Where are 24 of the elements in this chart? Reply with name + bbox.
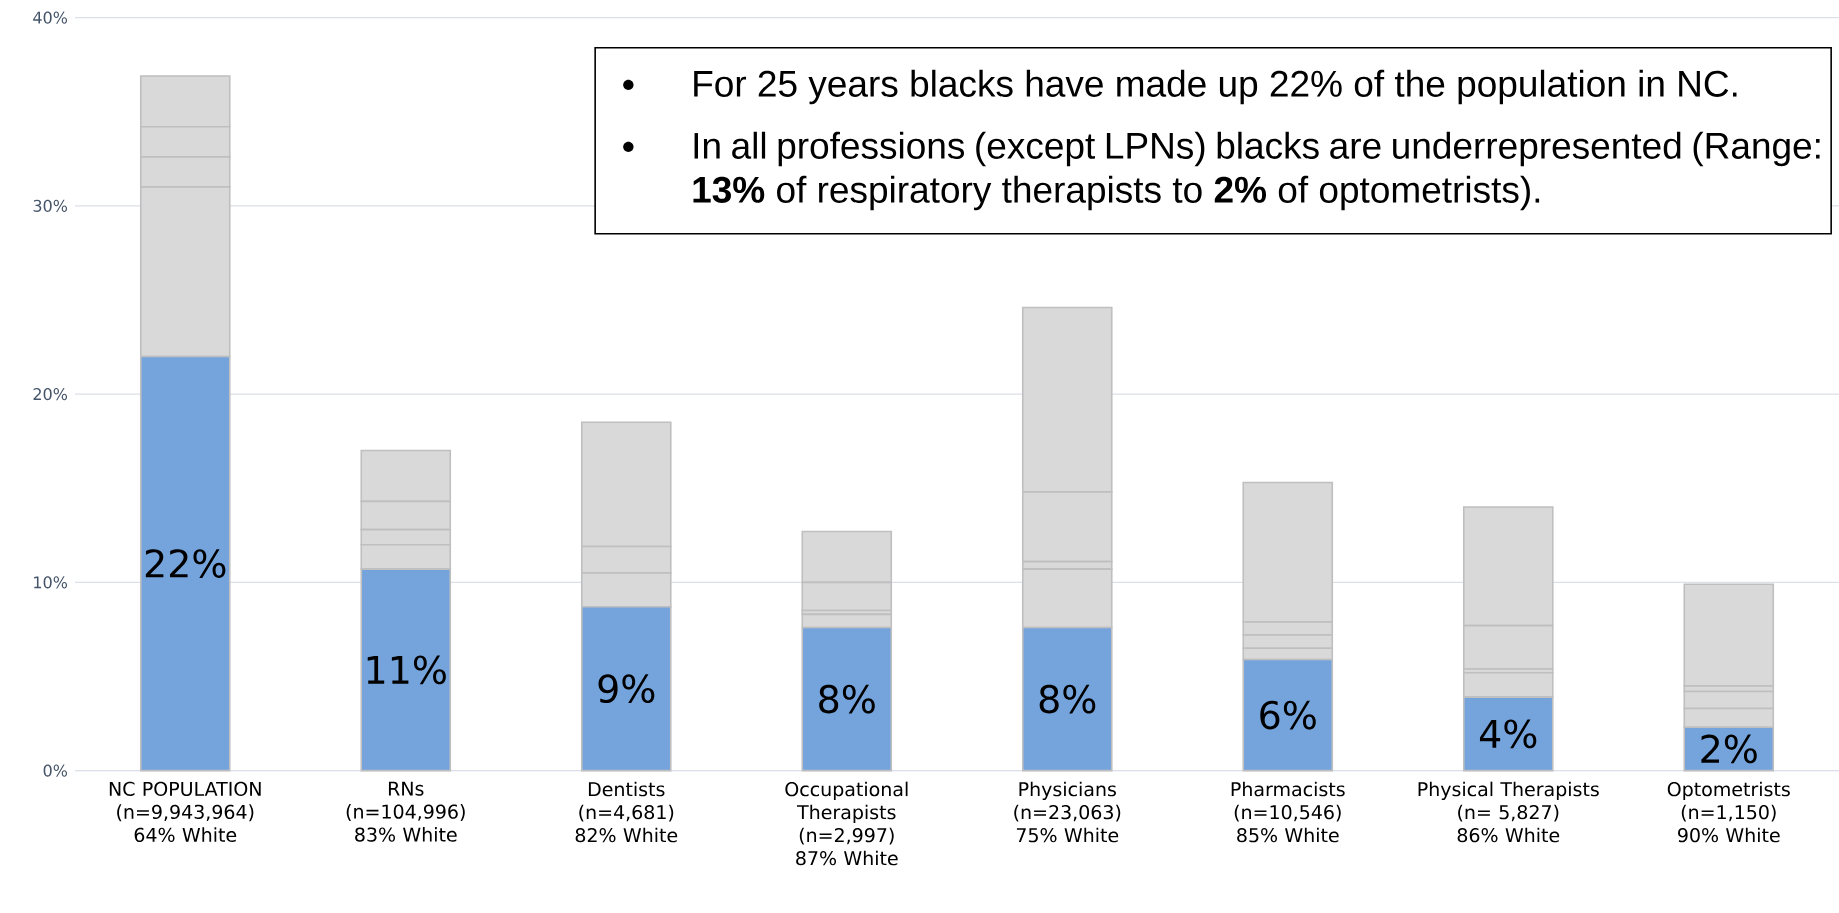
data-label: 9% (598, 674, 655, 704)
annotation: For 25 years blacks have made up 22% of the population in NC. (694, 69, 1737, 105)
data-label: 22% (145, 549, 226, 578)
y-tick-label: 20% (33, 388, 68, 401)
x-tick-label: Optometrists (n=1,150) 90% White (1667, 781, 1790, 843)
data-label: 2% (1701, 734, 1757, 764)
y-tick-label: 30% (33, 199, 68, 212)
x-tick-label: Pharmacists (n=10,546) 85% White (1231, 781, 1345, 843)
data-label: 11% (367, 655, 446, 685)
data-label: 8% (819, 684, 875, 714)
x-tick-label: RNs (n=104,996) 83% White (346, 781, 465, 842)
y-tick-label: 40% (33, 11, 68, 24)
bar (1683, 583, 1775, 687)
x-tick-label: Physicians (n=23,063) 75% White (1014, 781, 1121, 843)
x-tick-label: NC POPULATION (n=9,943,964) 64% White (109, 781, 261, 843)
x-tick-label: Occupational Therapists (n=2,997) 87% White (785, 781, 908, 866)
y-tick-label: 10% (34, 576, 68, 589)
y-tick-label: 0% (43, 764, 68, 777)
x-tick-label: Physical Therapists (n= 5,827) 86% White (1418, 781, 1599, 843)
annotation: In all professions (except LPNs) blacks are underrepresented (Range: 13% of respiratory therapists to 2% of optometrists). (693, 131, 1820, 211)
data-label: 8% (1039, 684, 1096, 714)
x-tick-label: Dentists (n=4,681) 82% White (575, 781, 678, 843)
data-label: 6% (1260, 700, 1316, 730)
data-label: 4% (1479, 719, 1537, 749)
